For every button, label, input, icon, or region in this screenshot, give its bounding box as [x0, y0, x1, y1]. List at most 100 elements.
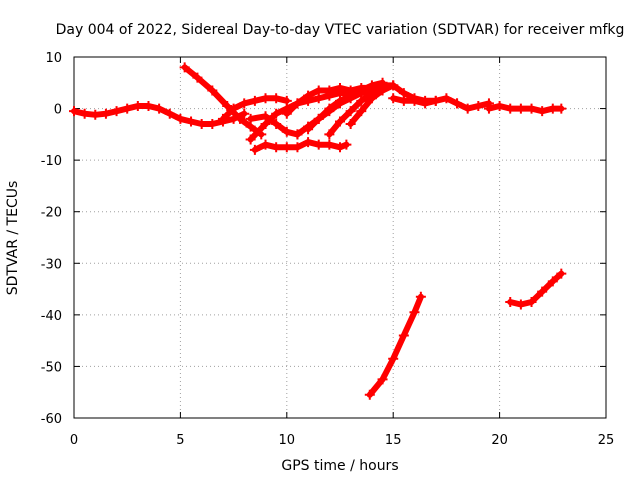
data-point — [228, 103, 239, 114]
data-point — [335, 82, 345, 93]
data-point — [303, 137, 314, 148]
data-point — [143, 100, 154, 111]
data-point — [260, 93, 271, 104]
data-point — [356, 106, 367, 117]
data-point — [239, 108, 250, 119]
data-point — [377, 374, 388, 385]
data-point — [179, 62, 190, 73]
data-point — [452, 98, 463, 109]
y-tick-label: 0 — [54, 103, 62, 118]
data-point — [249, 144, 260, 155]
y-tick-label: -50 — [41, 360, 62, 375]
series-line — [251, 139, 350, 153]
data-point — [217, 113, 228, 124]
data-point — [335, 142, 345, 153]
data-point — [415, 291, 426, 302]
data-point — [245, 134, 256, 145]
data-point — [356, 85, 367, 96]
data-point — [260, 139, 271, 150]
data-point — [547, 103, 558, 114]
data-point — [366, 85, 377, 96]
data-point — [364, 389, 375, 400]
data-point — [556, 268, 567, 279]
data-point — [196, 119, 207, 130]
data-point — [537, 286, 548, 297]
data-point — [100, 108, 111, 119]
tick-layer: 0 5 10 15 20 25 10 0 -10 -20 -30 -40 -50 -60 — [41, 51, 615, 448]
x-tick-label: 25 — [598, 433, 615, 448]
data-point — [409, 307, 420, 318]
data-point — [345, 119, 356, 130]
data-point — [271, 93, 282, 104]
data-point — [398, 95, 409, 106]
data-point — [547, 276, 558, 287]
data-point — [324, 139, 335, 150]
data-point — [79, 108, 90, 119]
x-tick-label: 10 — [279, 433, 296, 448]
data-point — [341, 139, 352, 150]
data-point — [430, 95, 441, 106]
data-point — [271, 119, 282, 130]
x-tick-label: 20 — [491, 433, 508, 448]
data-point — [537, 106, 548, 117]
data-point — [515, 299, 526, 310]
y-tick-label: -30 — [41, 257, 62, 272]
data-point — [164, 108, 175, 119]
y-tick-label: -60 — [41, 412, 62, 427]
data-point — [505, 296, 516, 307]
data-point — [245, 113, 256, 124]
data-point — [345, 106, 356, 117]
x-tick-label: 15 — [385, 433, 402, 448]
data-point — [154, 103, 165, 114]
series-rising-b — [281, 82, 377, 119]
data-point — [132, 100, 143, 111]
data-point — [313, 113, 324, 124]
data-point — [186, 116, 197, 127]
data-point — [420, 98, 431, 109]
data-point — [111, 106, 122, 117]
data-point — [313, 139, 324, 150]
y-tick-label: -40 — [41, 309, 62, 324]
data-point — [526, 103, 537, 114]
data-point — [505, 103, 516, 114]
data-point — [324, 129, 335, 140]
data-point — [345, 90, 356, 101]
data-point — [281, 108, 292, 119]
x-tick-label: 0 — [70, 433, 78, 448]
chart-title: Day 004 of 2022, Sidereal Day-to-day VTE… — [56, 22, 625, 38]
series-line — [366, 293, 424, 398]
data-point — [388, 93, 399, 104]
series-baseline-late — [483, 100, 567, 117]
y-tick-label: -10 — [41, 154, 62, 169]
data-point — [494, 100, 505, 111]
data-point — [260, 119, 271, 130]
series-tail-mid — [388, 93, 463, 109]
data-point — [398, 330, 409, 341]
data-point — [207, 85, 218, 96]
data-point — [462, 103, 473, 114]
data-point — [175, 113, 186, 124]
series-line — [454, 100, 492, 112]
data-point — [324, 85, 335, 96]
data-point — [483, 103, 494, 114]
y-axis-label: SDTVAR / TECUs — [5, 181, 21, 296]
series-layer — [69, 62, 567, 400]
data-point — [356, 95, 367, 106]
data-point — [271, 142, 282, 153]
series-low-track — [249, 137, 352, 155]
data-point — [292, 129, 303, 140]
data-point — [335, 95, 345, 106]
data-point — [377, 80, 388, 91]
x-axis-label: GPS time / hours — [281, 458, 398, 474]
y-tick-label: 10 — [45, 51, 62, 66]
data-point — [324, 103, 335, 114]
data-point — [526, 296, 537, 307]
data-point — [556, 103, 567, 114]
data-point — [292, 98, 303, 109]
data-point — [234, 113, 245, 124]
data-point — [281, 126, 292, 137]
data-point — [303, 124, 314, 135]
data-point — [335, 116, 345, 127]
plot-frame — [73, 56, 607, 419]
